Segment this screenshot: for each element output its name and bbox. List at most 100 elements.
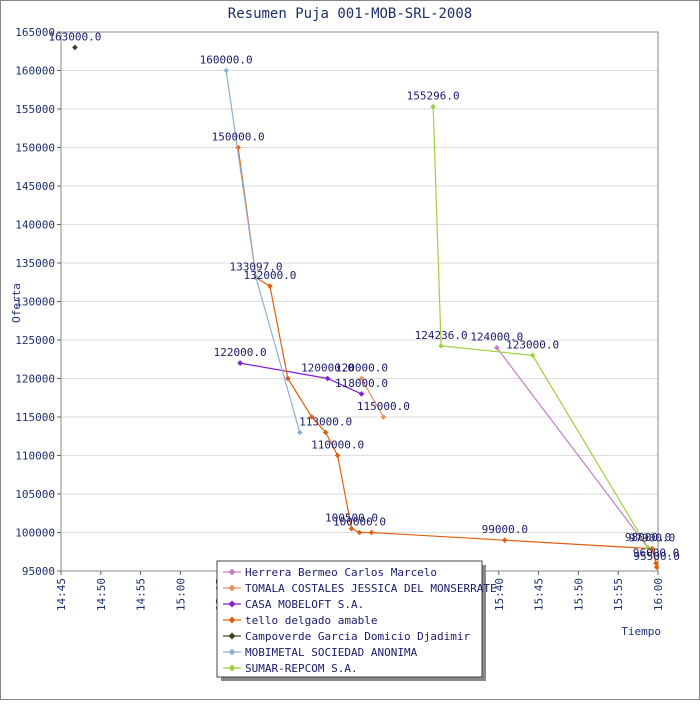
data-point (237, 360, 243, 366)
data-point (430, 103, 436, 110)
grid (61, 70, 658, 533)
data-point (322, 429, 329, 436)
x-tick-label: 16:00 (652, 578, 665, 611)
legend-marker (228, 568, 236, 576)
x-tick-label: 15:50 (572, 578, 585, 611)
series (223, 67, 303, 436)
series (72, 44, 78, 51)
data-label: 96000.0 (633, 546, 679, 559)
legend-label: Herrera Bermeo Carlos Marcelo (245, 566, 437, 579)
series (237, 360, 365, 397)
data-label: 122000.0 (214, 346, 267, 359)
legend-item: CASA MOBELOFT S.A. (223, 598, 364, 611)
x-tick-label: 15:40 (493, 578, 506, 611)
legend-items: Herrera Bermeo Carlos Marcelo TOMALA COST… (223, 566, 497, 675)
y-tick-label: 155000 (15, 103, 55, 116)
data-point (324, 375, 331, 382)
data-point (438, 343, 444, 349)
series (235, 144, 660, 570)
chart-title: Resumen Puja 001-MOB-SRL-2008 (228, 6, 472, 22)
data-label: 132000.0 (243, 269, 296, 282)
y-tick-label: 165000 (15, 26, 55, 39)
legend-marker (228, 584, 236, 592)
y-axis: 95000 100000 105000 110000 115000 120000 12500… (15, 26, 61, 578)
data-label: 120000.0 (335, 362, 388, 375)
data-label: 124000.0 (470, 331, 523, 344)
data-label: 98000.0 (625, 531, 671, 544)
data-point (72, 44, 78, 51)
legend: Herrera Bermeo Carlos Marcelo TOMALA COST… (216, 560, 497, 681)
y-tick-label: 100000 (15, 527, 55, 540)
series (430, 103, 651, 551)
data-label: 95500.0 (633, 550, 679, 563)
data-label: 123000.0 (506, 338, 559, 351)
data-point (297, 429, 303, 436)
legend-label: MOBIMETAL SOCIEDAD ANONIMA (245, 646, 418, 659)
series (494, 344, 651, 551)
y-tick-label: 105000 (15, 488, 55, 501)
data-point (308, 414, 315, 420)
data-point (358, 375, 365, 382)
series-line (237, 147, 658, 568)
data-point (356, 529, 363, 536)
y-tick-label: 115000 (15, 411, 55, 424)
series-group (72, 44, 660, 570)
data-point (368, 529, 375, 536)
legend-label: SUMAR-REPCOM S.A. (245, 662, 358, 675)
data-label: 160000.0 (200, 54, 253, 67)
legend-box (216, 560, 483, 678)
data-label: 150000.0 (212, 131, 265, 144)
data-point (253, 274, 259, 281)
data-label: 100000.0 (333, 516, 386, 529)
x-tick-label: 14:55 (135, 578, 148, 611)
legend-item: MOBIMETAL SOCIEDAD ANONIMA (223, 646, 418, 659)
data-label: 118000.0 (335, 377, 388, 390)
y-tick-label: 160000 (15, 65, 55, 78)
legend-item: Herrera Bermeo Carlos Marcelo (223, 566, 437, 579)
y-tick-label: 120000 (15, 373, 55, 386)
legend-label: Campoverde Garcia Domicio Djadimir (245, 630, 471, 643)
data-point (653, 560, 659, 567)
legend-label: CASA MOBELOFT S.A. (245, 598, 364, 611)
legend-marker (228, 616, 236, 624)
x-tick-label: 14:45 (55, 578, 68, 611)
data-label: 113000.0 (299, 415, 352, 428)
data-point (649, 545, 655, 552)
x-tick-label: 15:45 (533, 578, 546, 611)
x-tick-label: 14:50 (95, 578, 108, 611)
legend-marker (228, 632, 236, 640)
data-point (645, 545, 651, 551)
y-tick-label: 145000 (15, 180, 55, 193)
data-point (529, 352, 536, 359)
legend-item: SUMAR-REPCOM S.A. (223, 662, 358, 675)
data-label: 124236.0 (415, 329, 468, 342)
data-point (653, 564, 660, 570)
data-label: 155296.0 (407, 90, 460, 103)
y-tick-label: 110000 (15, 450, 55, 463)
data-label: 163000.0 (48, 30, 101, 43)
x-tick-label: 15:55 (612, 578, 625, 611)
data-point (334, 452, 341, 459)
series-line (432, 106, 649, 549)
data-point (501, 537, 508, 543)
data-point (358, 391, 365, 397)
y-tick-label: 140000 (15, 219, 55, 232)
y-axis-label: Oferta (10, 283, 23, 323)
y-tick-label: 95000 (22, 565, 55, 578)
legend-item: tello delgado amable (223, 614, 377, 627)
x-axis-label: Tiempo (621, 625, 661, 638)
y-tick-label: 130000 (15, 296, 55, 309)
series (358, 375, 387, 420)
data-point (223, 67, 229, 74)
data-point (267, 283, 273, 289)
data-label: 115000.0 (357, 400, 410, 413)
data-label: 99000.0 (482, 523, 528, 536)
y-tick-label: 150000 (15, 142, 55, 155)
legend-item: TOMALA COSTALES JESSICA DEL MONSERRATE (223, 582, 497, 595)
y-tick-label: 125000 (15, 334, 55, 347)
data-point (494, 344, 500, 351)
legend-marker (228, 600, 236, 608)
data-label: 100500.0 (325, 512, 378, 525)
data-point (285, 375, 291, 382)
